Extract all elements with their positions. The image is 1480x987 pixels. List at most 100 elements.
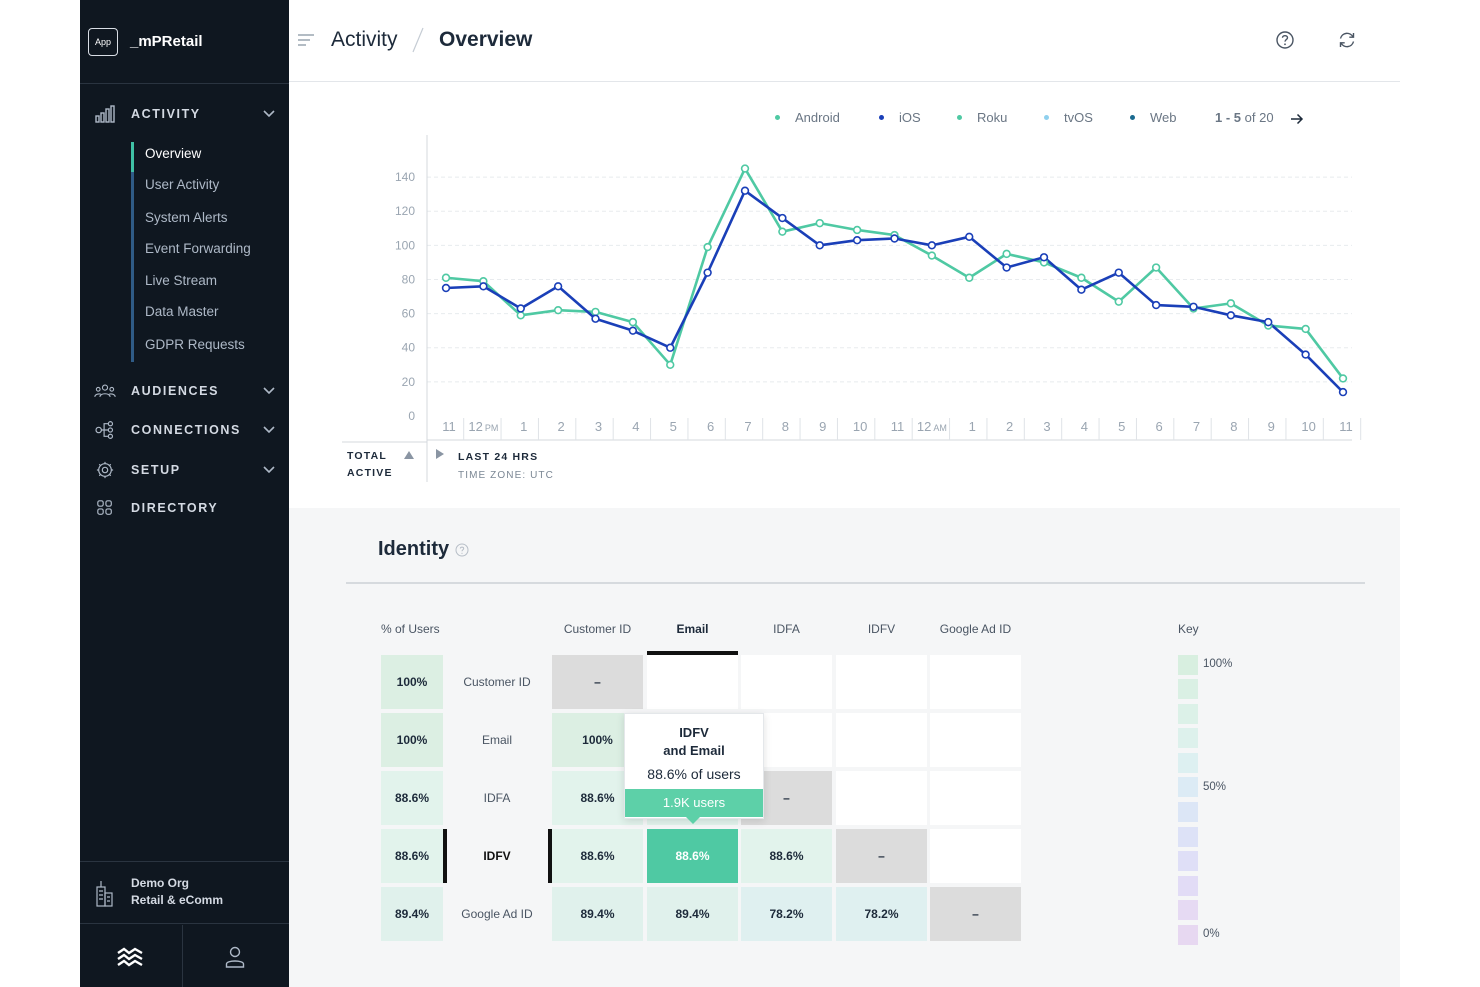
help-icon[interactable] bbox=[1275, 30, 1295, 50]
data-point-ios bbox=[628, 326, 638, 335]
matrix-cell[interactable]: 89.4% bbox=[647, 887, 738, 941]
x-tick-label: 9 bbox=[819, 419, 826, 434]
tooltip-title: IDFV and Email bbox=[625, 724, 763, 760]
chevron-down-icon bbox=[263, 426, 275, 434]
chevron-down-icon bbox=[263, 466, 275, 474]
chevron-down-icon bbox=[263, 110, 275, 118]
matrix-cell[interactable]: 88.6% bbox=[552, 829, 643, 883]
x-tick-label: 5 bbox=[1118, 419, 1125, 434]
y-tick-label: 20 bbox=[402, 375, 416, 389]
legend-item-tvos[interactable]: tvOS bbox=[1044, 110, 1093, 125]
app-name: _mPRetail bbox=[130, 33, 203, 50]
matrix-cell bbox=[930, 771, 1021, 825]
data-point-android bbox=[553, 305, 563, 315]
footer-divider bbox=[182, 925, 183, 987]
y-tick-label: 140 bbox=[395, 170, 415, 184]
brand[interactable]: App _mPRetail bbox=[80, 0, 289, 84]
play-icon[interactable] bbox=[435, 448, 445, 460]
x-tick-label: 2 bbox=[1006, 419, 1013, 434]
info-icon[interactable] bbox=[455, 543, 469, 557]
column-header-idfv[interactable]: IDFV bbox=[867, 622, 896, 636]
legend-item-android[interactable]: Android bbox=[775, 110, 840, 125]
legend-dot bbox=[775, 115, 780, 120]
x-tick-label: 10 bbox=[853, 419, 867, 434]
key-swatch bbox=[1178, 802, 1198, 822]
nav-section-setup[interactable]: SETUP bbox=[80, 458, 289, 482]
matrix-cell bbox=[836, 713, 927, 767]
data-point-ios bbox=[1002, 263, 1011, 272]
top-header: Activity Overview bbox=[289, 0, 1400, 82]
active-row-indicator bbox=[443, 829, 447, 883]
legend-label: Web bbox=[1150, 110, 1177, 125]
sidebar-item-system-alerts[interactable]: System Alerts bbox=[145, 210, 228, 225]
x-tick-label: 7 bbox=[1193, 419, 1200, 434]
data-point-ios bbox=[441, 283, 451, 293]
row-label-idfv[interactable]: IDFV bbox=[483, 849, 511, 863]
user-icon[interactable] bbox=[225, 946, 245, 968]
arrow-right-icon[interactable] bbox=[1290, 113, 1304, 125]
x-tick-label: 1 bbox=[969, 419, 976, 434]
key-swatch bbox=[1178, 655, 1198, 675]
nav-section-audiences[interactable]: AUDIENCES bbox=[80, 379, 289, 403]
matrix-cell[interactable]: 89.4% bbox=[552, 887, 643, 941]
tooltip-count: 1.9K users bbox=[625, 789, 763, 817]
org-switcher[interactable]: Demo Org Retail & eComm bbox=[80, 861, 289, 924]
data-point-ios bbox=[965, 232, 974, 242]
legend-dot bbox=[1130, 115, 1135, 120]
users-icon bbox=[94, 384, 116, 398]
time-range-label[interactable]: LAST 24 HRS bbox=[458, 451, 539, 463]
column-header-email[interactable]: Email bbox=[676, 622, 709, 636]
tooltip-title-line1: IDFV bbox=[679, 725, 709, 740]
column-header-google-ad-id[interactable]: Google Ad ID bbox=[939, 622, 1012, 636]
row-label-customer-id[interactable]: Customer ID bbox=[463, 675, 531, 689]
org-name: Demo Org bbox=[131, 876, 190, 890]
total-active-toggle[interactable]: TOTAL ACTIVE bbox=[347, 448, 393, 482]
column-header-customer-id[interactable]: Customer ID bbox=[563, 622, 632, 636]
row-pct-customer-id: 100% bbox=[381, 655, 443, 709]
sidebar-footer bbox=[80, 925, 289, 987]
menu-icon[interactable] bbox=[297, 32, 315, 48]
refresh-icon[interactable] bbox=[1337, 30, 1357, 50]
x-tick-label: 8 bbox=[782, 419, 789, 434]
legend-item-web[interactable]: Web bbox=[1130, 110, 1177, 125]
row-label-email[interactable]: Email bbox=[481, 733, 512, 747]
tooltip-arrow bbox=[686, 817, 700, 824]
sort-up-icon[interactable] bbox=[403, 450, 415, 460]
nav-section-connections[interactable]: CONNECTIONS bbox=[80, 418, 289, 442]
logo-icon[interactable] bbox=[116, 947, 144, 967]
key-label-low: 0% bbox=[1203, 928, 1220, 940]
nav-section-directory[interactable]: DIRECTORY bbox=[80, 496, 289, 520]
matrix-cell bbox=[647, 655, 738, 709]
sidebar-item-user-activity[interactable]: User Activity bbox=[145, 177, 220, 192]
chevron-down-icon bbox=[263, 387, 275, 395]
data-point-android bbox=[1301, 324, 1310, 334]
x-tick-label: 7 bbox=[744, 419, 751, 434]
row-pct-google-ad-id: 89.4% bbox=[381, 887, 443, 941]
nav-section-activity[interactable]: ACTIVITY bbox=[80, 102, 289, 126]
legend-item-roku[interactable]: Roku bbox=[957, 110, 1007, 125]
x-tick-label: 1 bbox=[520, 419, 527, 434]
matrix-cell[interactable]: 78.2% bbox=[836, 887, 927, 941]
matrix-cell-selected[interactable]: 88.6% bbox=[647, 829, 738, 883]
data-point-android bbox=[927, 251, 937, 260]
sidebar-item-gdpr-requests[interactable]: GDPR Requests bbox=[145, 337, 245, 352]
sidebar-item-data-master[interactable]: Data Master bbox=[145, 304, 219, 319]
sidebar-item-live-stream[interactable]: Live Stream bbox=[145, 273, 218, 288]
matrix-cell[interactable]: 78.2% bbox=[741, 887, 832, 941]
breadcrumb-activity[interactable]: Activity bbox=[331, 28, 398, 51]
series-line-ios bbox=[445, 189, 1344, 394]
data-point-ios bbox=[1338, 387, 1348, 397]
matrix-cell[interactable]: 88.6% bbox=[741, 829, 832, 883]
sidebar-item-event-forwarding[interactable]: Event Forwarding bbox=[145, 241, 251, 256]
data-point-android bbox=[778, 227, 787, 236]
x-tick-label: 6 bbox=[707, 419, 714, 434]
row-label-idfa[interactable]: IDFA bbox=[483, 791, 511, 805]
data-point-android bbox=[740, 164, 750, 173]
x-tick-label: 4 bbox=[1081, 419, 1088, 434]
sidebar-item-overview[interactable]: Overview bbox=[145, 146, 202, 161]
legend-item-ios[interactable]: iOS bbox=[879, 110, 921, 125]
column-header-idfa[interactable]: IDFA bbox=[773, 622, 800, 636]
row-pct-idfv: 88.6% bbox=[381, 829, 443, 883]
key-title: Key bbox=[1178, 622, 1199, 636]
row-label-google-ad-id[interactable]: Google Ad ID bbox=[461, 907, 533, 921]
